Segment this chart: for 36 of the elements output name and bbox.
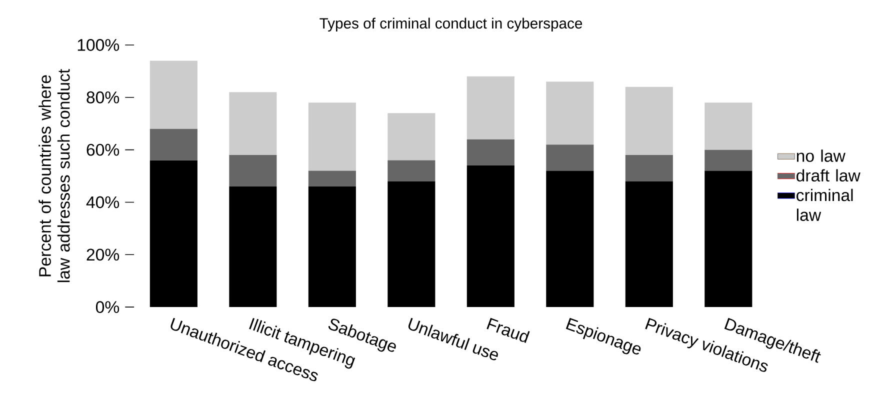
y-tick-label: 80% (86, 91, 120, 104)
bar (625, 181, 673, 308)
bar (150, 60, 198, 129)
bar (388, 113, 436, 160)
chart-title: Types of criminal conduct in cyberspace (320, 18, 582, 32)
bar (466, 139, 514, 166)
bar (704, 170, 752, 308)
y-tick-label: 0% (96, 301, 120, 313)
bar (625, 154, 673, 182)
bar (546, 82, 594, 144)
y-tick-label: 20% (86, 248, 120, 261)
bar (625, 86, 673, 155)
bar (546, 144, 594, 171)
y-axis-title: Percent of countries where law addresses such conduct (38, 68, 70, 282)
bar (229, 186, 277, 308)
bar (388, 181, 436, 308)
bar (546, 170, 594, 308)
bar (308, 170, 356, 186)
bar (308, 102, 356, 171)
bar (150, 128, 198, 160)
y-tick-label: 40% (86, 196, 120, 208)
legend-label: criminal law (796, 188, 853, 221)
bar (466, 76, 514, 140)
bar (704, 102, 752, 150)
bar (229, 154, 277, 186)
bar (229, 92, 277, 155)
bar (150, 160, 198, 308)
bar (388, 160, 436, 182)
bar (466, 165, 514, 308)
y-tick-label: 60% (86, 144, 120, 156)
y-tick-label: 100% (78, 38, 120, 51)
legend-label: draft law (796, 169, 860, 182)
bar (308, 186, 356, 308)
bar (704, 150, 752, 171)
x-tick-label: Fraud (486, 318, 530, 343)
legend-label: no law (796, 149, 846, 162)
